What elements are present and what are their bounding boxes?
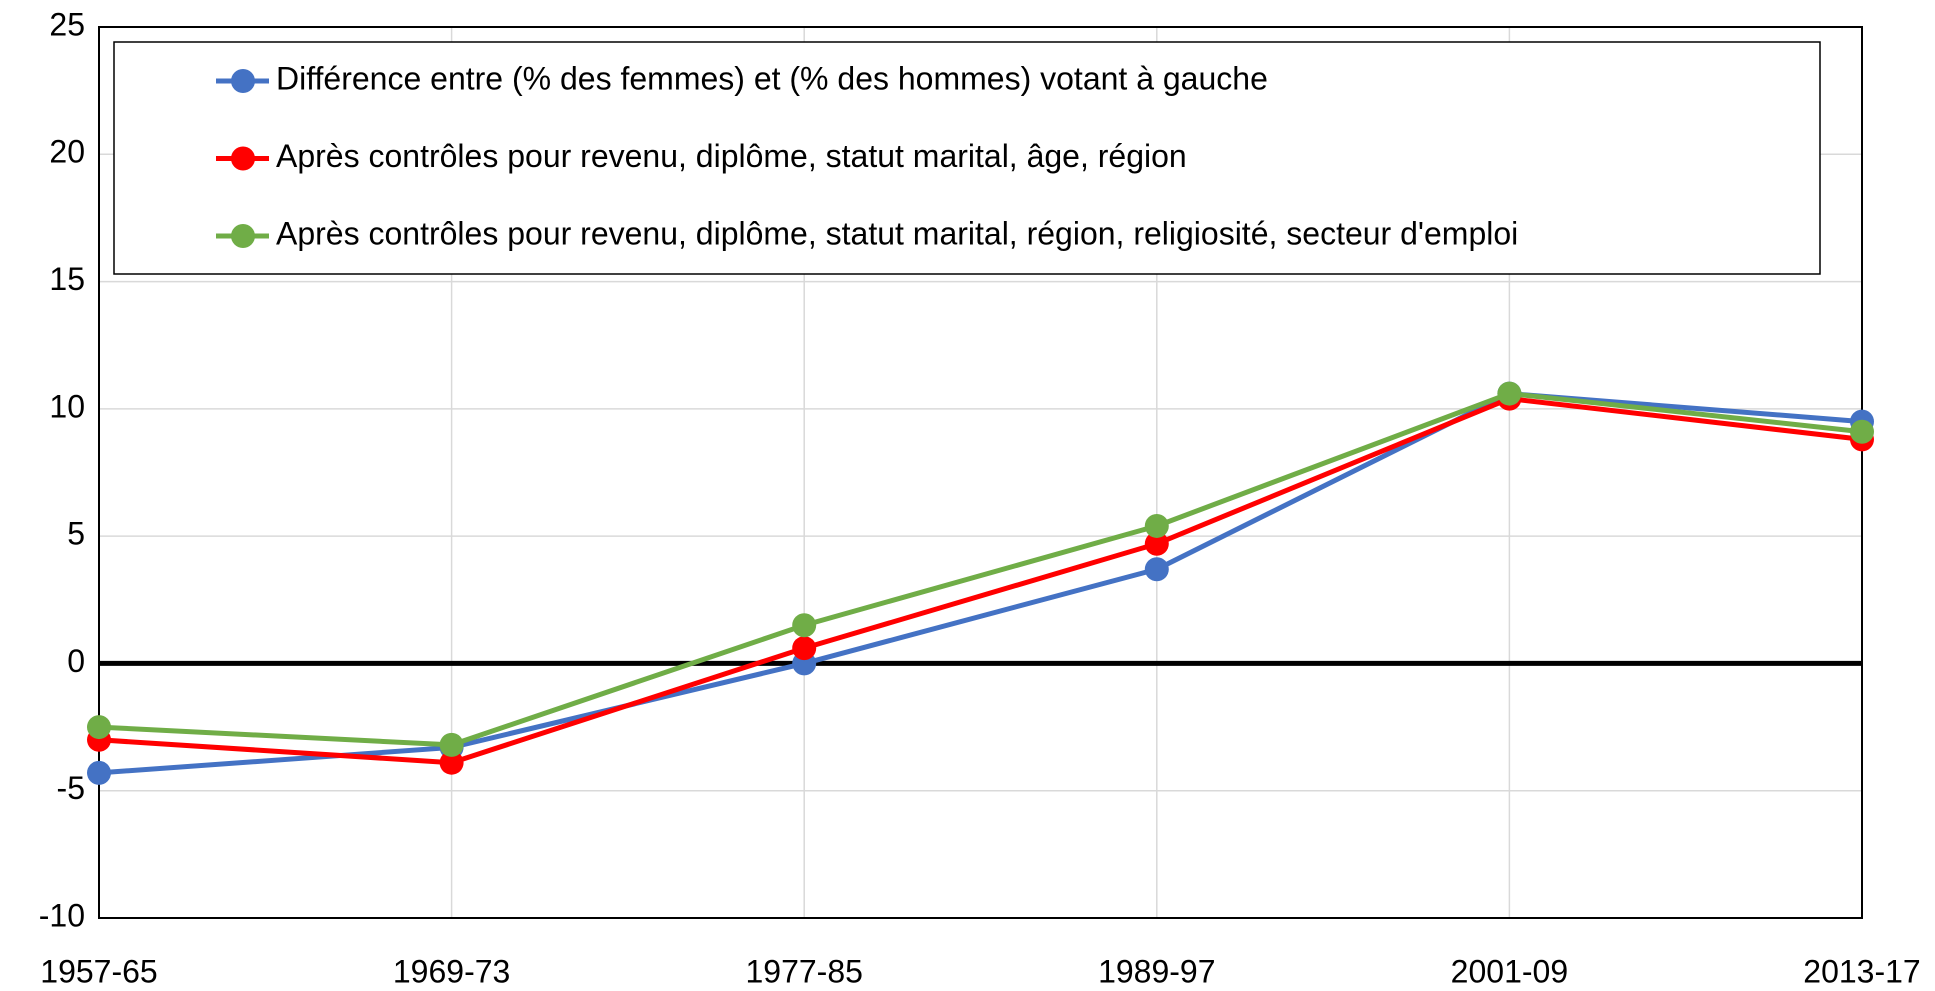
y-tick-label: 5	[67, 516, 85, 552]
legend-label: Après contrôles pour revenu, diplôme, st…	[276, 215, 1518, 251]
y-tick-label: 10	[49, 388, 85, 424]
y-tick-label: 15	[49, 261, 85, 297]
data-point	[87, 760, 111, 785]
x-tick-label: 1977-85	[745, 953, 862, 989]
plot-border	[98, 26, 1863, 919]
legend-box	[113, 41, 1821, 275]
data-point	[1850, 419, 1874, 444]
y-tick-label: 25	[49, 6, 85, 42]
x-tick-label: 1989-97	[1098, 953, 1215, 989]
series-line	[98, 391, 1863, 776]
series-line	[98, 391, 1863, 748]
data-point	[792, 613, 817, 638]
data-point	[1497, 381, 1522, 406]
data-point	[1144, 531, 1169, 556]
y-tick-label: 20	[49, 134, 85, 170]
data-point	[1144, 557, 1169, 582]
legend-label: Après contrôles pour revenu, diplôme, st…	[276, 138, 1187, 174]
y-tick-label: -10	[39, 897, 85, 933]
data-point	[1144, 513, 1169, 538]
legend-marker	[231, 69, 255, 93]
legend-label: Différence entre (% des femmes) et (% de…	[276, 60, 1268, 96]
data-point	[87, 715, 111, 740]
x-tick-label: 2013-17	[1803, 953, 1920, 989]
series-line	[98, 396, 1863, 766]
legend-marker	[231, 224, 255, 248]
y-tick-label: 0	[67, 643, 85, 679]
data-point	[439, 750, 464, 775]
y-tick-label: -5	[57, 770, 85, 806]
x-tick-label: 1957-65	[40, 953, 157, 989]
legend-marker	[231, 146, 255, 171]
x-tick-label: 2001-09	[1451, 953, 1568, 989]
x-tick-label: 1969-73	[393, 953, 510, 989]
data-point	[439, 732, 464, 757]
data-point	[792, 636, 817, 661]
